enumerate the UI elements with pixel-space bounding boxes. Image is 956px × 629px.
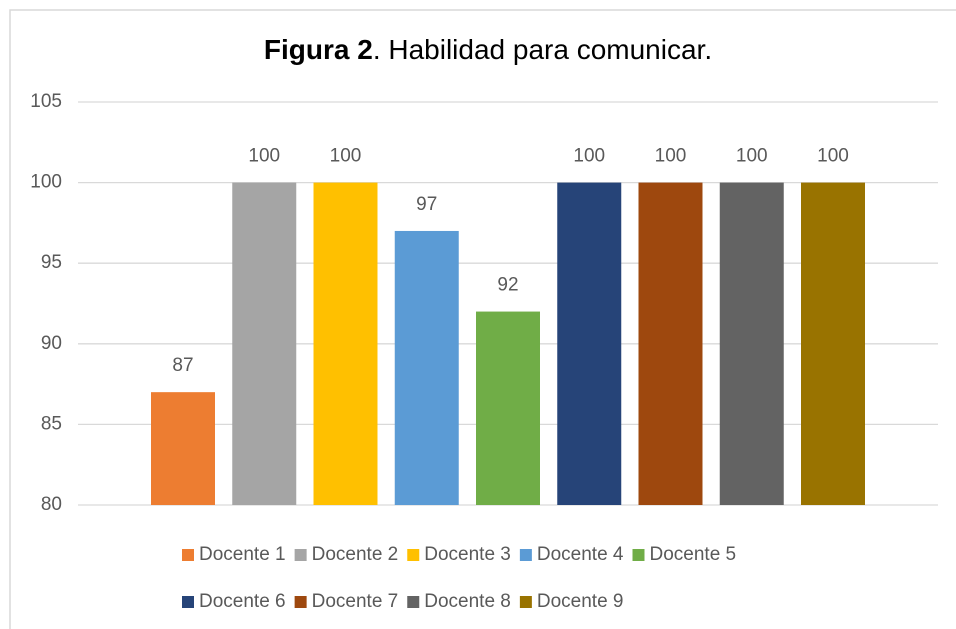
data-label: 100 [573,146,605,167]
y-tick-label: 90 [41,333,62,354]
bar [313,182,378,505]
data-label: 100 [330,146,362,167]
data-label: 100 [248,146,280,167]
bar [151,392,215,505]
y-tick-label: 95 [41,252,62,273]
data-label: 97 [416,194,437,215]
legend-swatch [294,596,307,608]
legend-swatch [519,596,532,608]
legend-swatch [407,596,420,608]
legend-label: Docente 2 [312,544,399,565]
bar [232,182,297,505]
data-label: 87 [172,355,193,376]
title-bold: Figura 2 [264,34,373,65]
legend-label: Docente 5 [650,544,737,565]
data-label: 92 [497,275,518,296]
data-label: 100 [817,146,849,167]
legend-label: Docente 4 [537,544,624,565]
legend-label: Docente 9 [537,591,624,612]
bar [394,230,459,505]
bar [638,182,703,505]
title-rest: . Habilidad para comunicar. [373,34,712,65]
legend-label: Docente 3 [424,544,511,565]
data-label: 100 [736,146,768,167]
legend-label: Docente 1 [199,544,286,565]
legend-swatch [294,549,307,561]
bar [801,182,865,505]
legend-swatch [519,549,532,561]
y-tick-label: 80 [41,494,62,515]
bar [719,182,784,505]
legend-swatch [632,549,645,561]
legend-label: Docente 6 [199,591,286,612]
y-tick-label: 105 [30,91,62,112]
data-label: 100 [655,146,687,167]
bar [557,182,622,505]
legend-label: Docente 8 [424,591,511,612]
legend-swatch [407,549,420,561]
legend-swatch [182,549,194,561]
y-tick-label: 100 [30,172,62,193]
y-tick-label: 85 [41,413,62,434]
chart-title: Figura 2. Habilidad para comunicar. [264,34,712,65]
legend-label: Docente 7 [312,591,399,612]
bar [476,311,540,505]
legend-swatch [182,596,194,608]
